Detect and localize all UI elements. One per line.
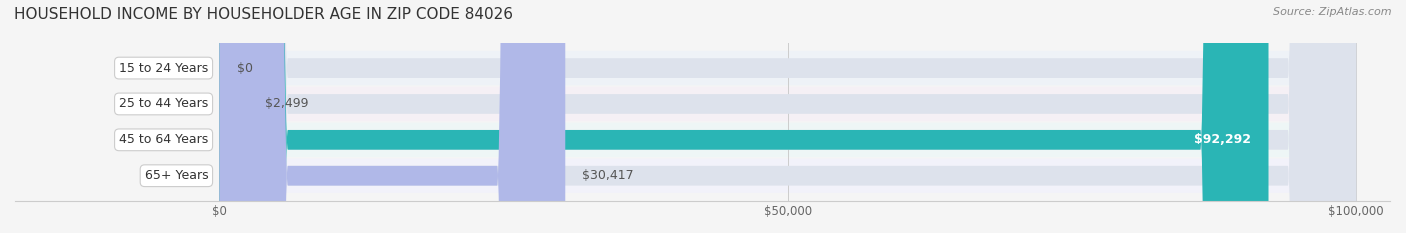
Text: Source: ZipAtlas.com: Source: ZipAtlas.com <box>1274 7 1392 17</box>
FancyBboxPatch shape <box>219 0 1357 233</box>
FancyBboxPatch shape <box>219 0 565 233</box>
Text: $2,499: $2,499 <box>264 97 308 110</box>
Text: 65+ Years: 65+ Years <box>145 169 208 182</box>
FancyBboxPatch shape <box>219 0 247 233</box>
Text: $30,417: $30,417 <box>582 169 634 182</box>
FancyBboxPatch shape <box>219 0 1357 233</box>
FancyBboxPatch shape <box>219 123 1357 157</box>
FancyBboxPatch shape <box>219 0 224 233</box>
Text: HOUSEHOLD INCOME BY HOUSEHOLDER AGE IN ZIP CODE 84026: HOUSEHOLD INCOME BY HOUSEHOLDER AGE IN Z… <box>14 7 513 22</box>
Text: $0: $0 <box>236 62 253 75</box>
Text: 25 to 44 Years: 25 to 44 Years <box>120 97 208 110</box>
FancyBboxPatch shape <box>219 0 1357 233</box>
Text: 45 to 64 Years: 45 to 64 Years <box>120 133 208 146</box>
FancyBboxPatch shape <box>219 51 1357 85</box>
FancyBboxPatch shape <box>219 0 1357 233</box>
Text: $92,292: $92,292 <box>1195 133 1251 146</box>
FancyBboxPatch shape <box>219 158 1357 193</box>
FancyBboxPatch shape <box>219 87 1357 121</box>
Text: 15 to 24 Years: 15 to 24 Years <box>120 62 208 75</box>
FancyBboxPatch shape <box>219 0 1268 233</box>
